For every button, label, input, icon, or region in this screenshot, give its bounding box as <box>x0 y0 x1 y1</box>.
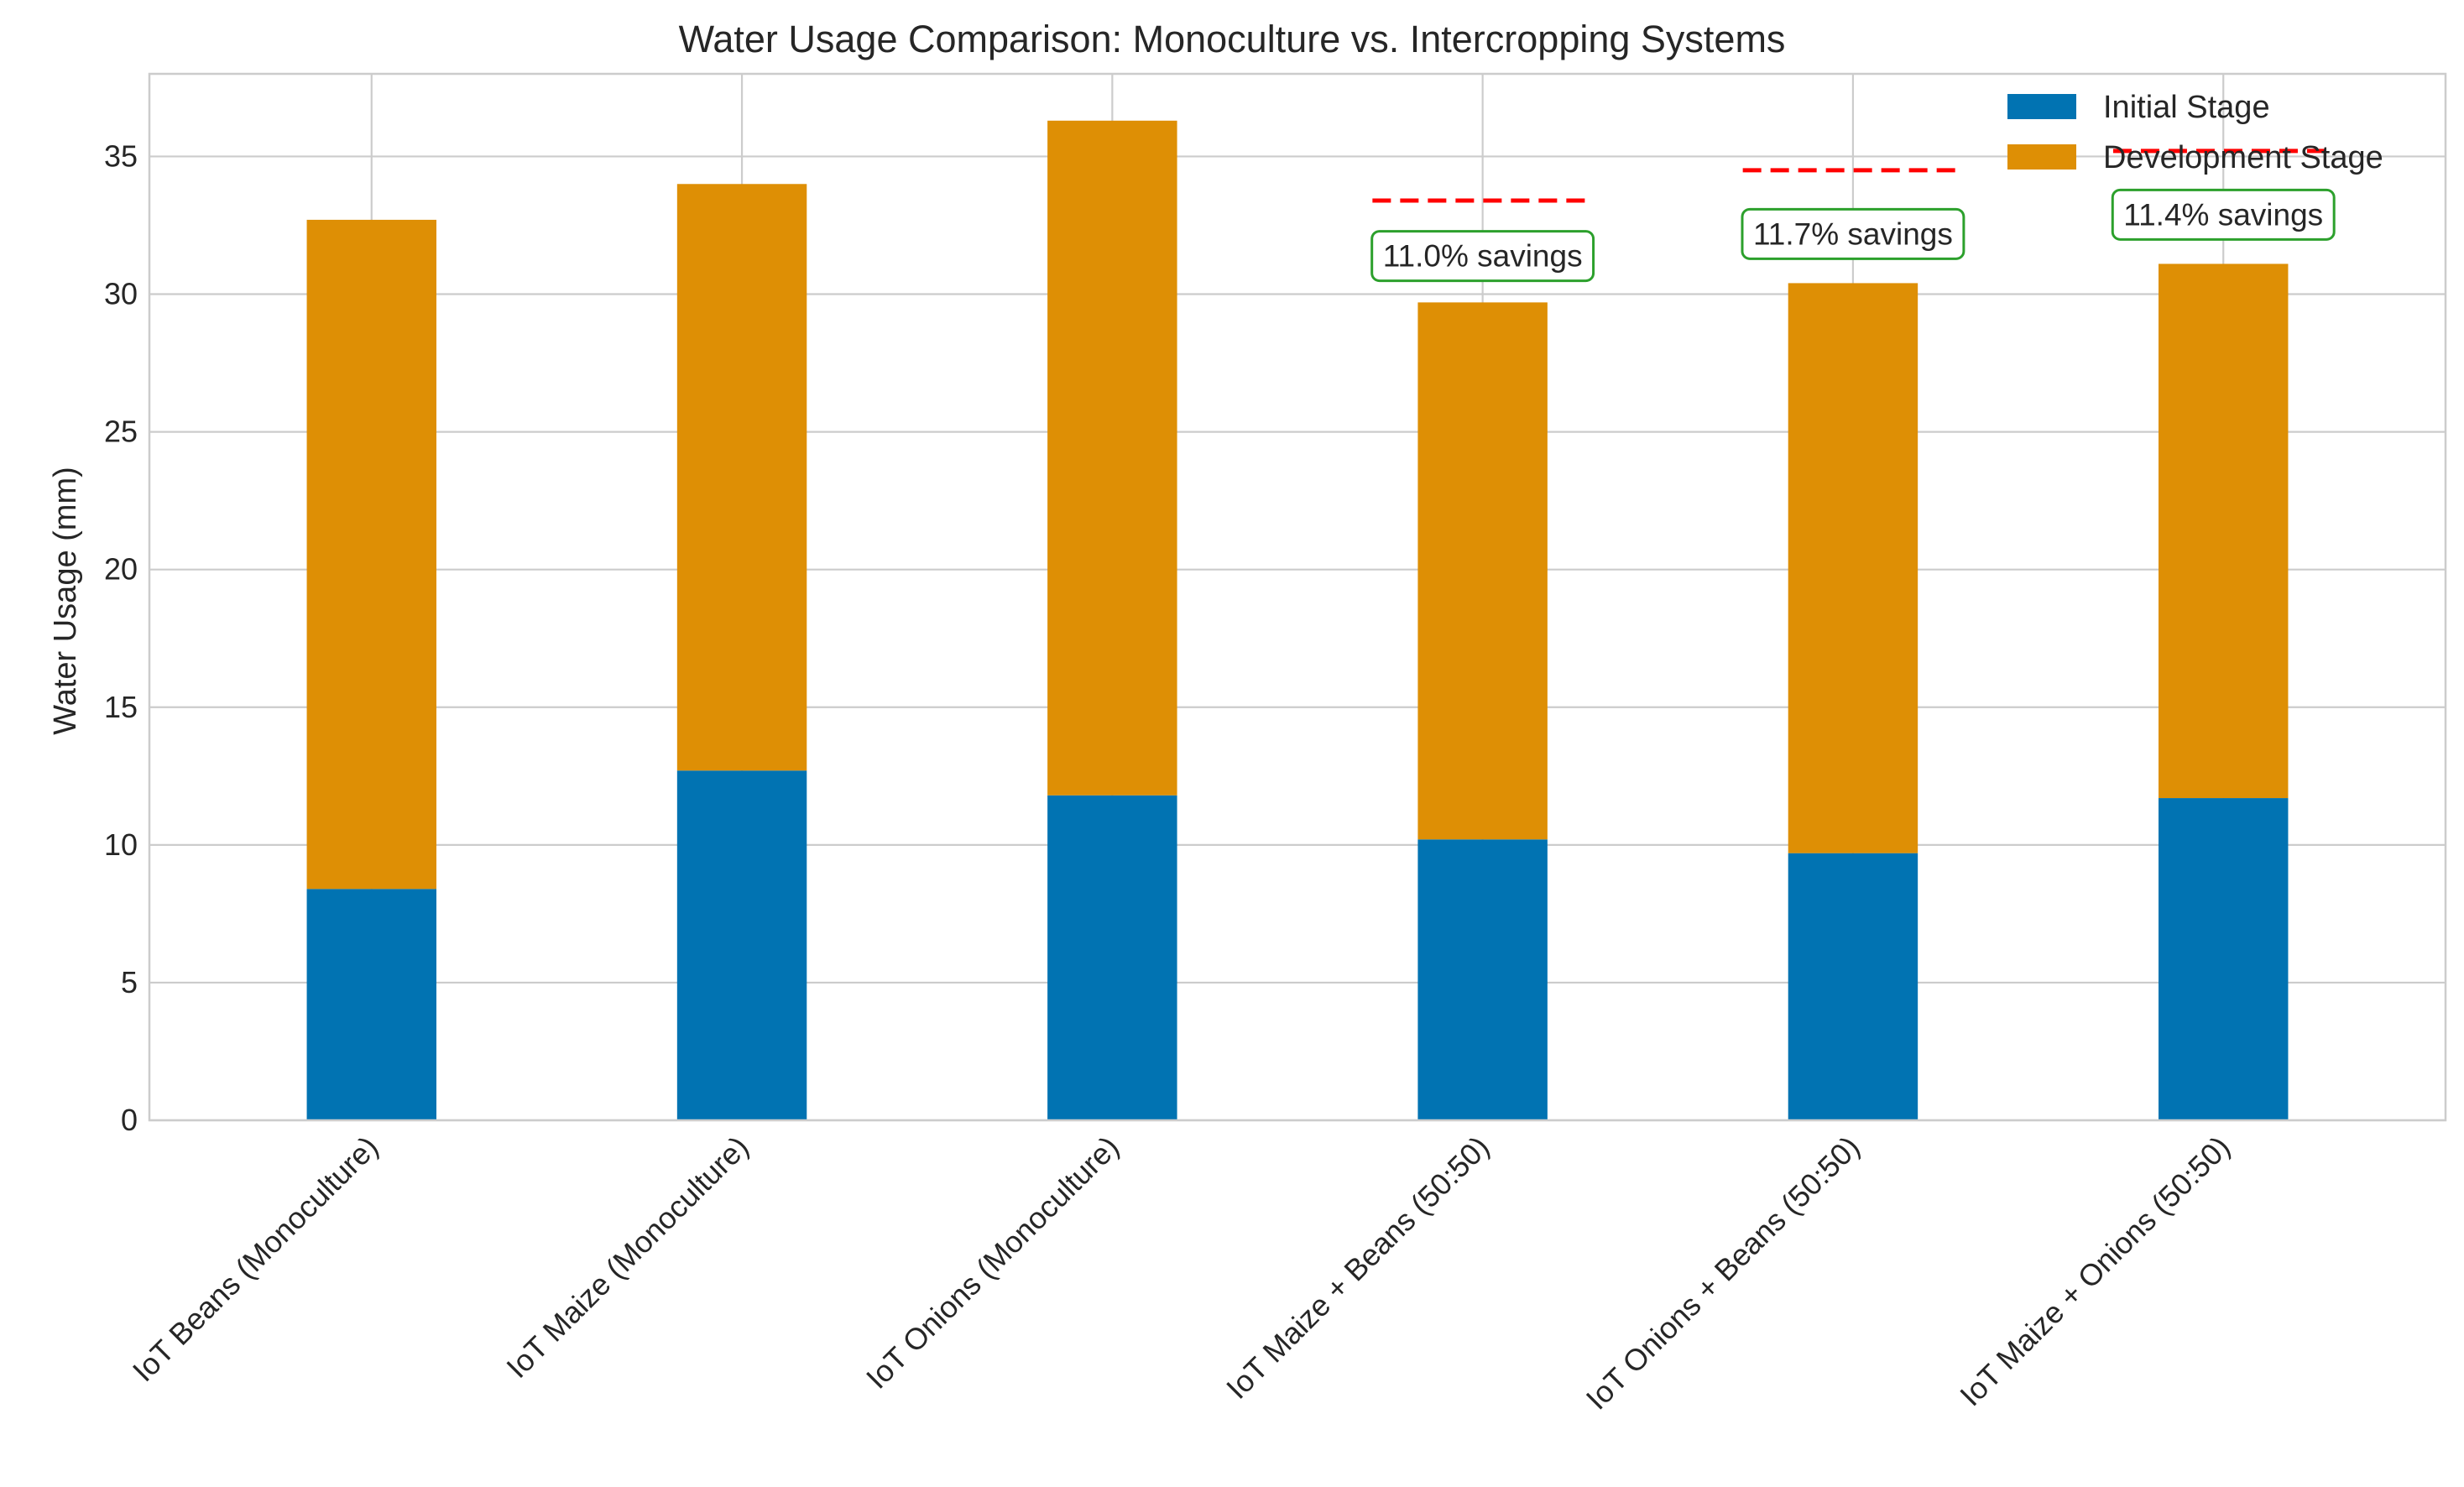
legend-swatch <box>2007 94 2076 119</box>
bar-initial-stage <box>2159 798 2289 1120</box>
annotation-box <box>1741 207 1965 260</box>
x-tick-label: IoT Maize + Onions (50:50) <box>1953 1130 2237 1413</box>
bar-development-stage <box>2159 263 2289 799</box>
y-tick-label: 25 <box>104 415 138 449</box>
bar-development-stage <box>1047 120 1177 796</box>
savings-annotation: 11.4% savings <box>2111 188 2336 241</box>
bar-initial-stage <box>1047 795 1177 1120</box>
bar-initial-stage <box>306 889 436 1120</box>
legend-label: Development Stage <box>2103 140 2383 175</box>
plot-frame <box>148 72 2447 1122</box>
x-tick-label: IoT Beans (Monoculture) <box>126 1130 385 1389</box>
x-tick-label: IoT Maize (Monoculture) <box>499 1130 754 1385</box>
bar-initial-stage <box>1417 839 1548 1120</box>
annotation-box <box>1370 230 1595 283</box>
y-tick-label: 0 <box>121 1103 138 1137</box>
y-axis-label: Water Usage (mm) <box>48 467 83 735</box>
plot-area <box>149 74 2446 1120</box>
bar-development-stage <box>306 219 436 890</box>
savings-annotation: 11.0% savings <box>1370 230 1595 283</box>
bar-initial-stage <box>1788 853 1918 1120</box>
y-tick-label: 20 <box>104 552 138 587</box>
bar-development-stage <box>1788 283 1918 853</box>
y-tick-label: 35 <box>104 138 138 173</box>
x-tick-label: IoT Maize + Beans (50:50) <box>1219 1130 1496 1406</box>
savings-annotation: 11.7% savings <box>1741 207 1965 260</box>
bar-development-stage <box>1417 302 1548 840</box>
y-tick-label: 10 <box>104 827 138 862</box>
legend-swatch <box>2007 144 2076 170</box>
annotation-text: 11.4% savings <box>2123 197 2323 232</box>
annotation-text: 11.7% savings <box>1753 217 1953 251</box>
y-tick-label: 30 <box>104 277 138 311</box>
x-tick-label: IoT Onions (Monoculture) <box>859 1130 1125 1396</box>
chart-title: Water Usage Comparison: Monoculture vs. … <box>679 18 1786 60</box>
bar-development-stage <box>676 184 807 771</box>
y-tick-label: 5 <box>121 965 138 999</box>
annotation-text: 11.0% savings <box>1383 239 1583 274</box>
annotation-box <box>2111 188 2336 241</box>
x-tick-label: IoT Onions + Beans (50:50) <box>1579 1130 1866 1417</box>
y-tick-label: 15 <box>104 690 138 724</box>
legend-label: Initial Stage <box>2103 90 2270 125</box>
bar-initial-stage <box>676 770 807 1120</box>
